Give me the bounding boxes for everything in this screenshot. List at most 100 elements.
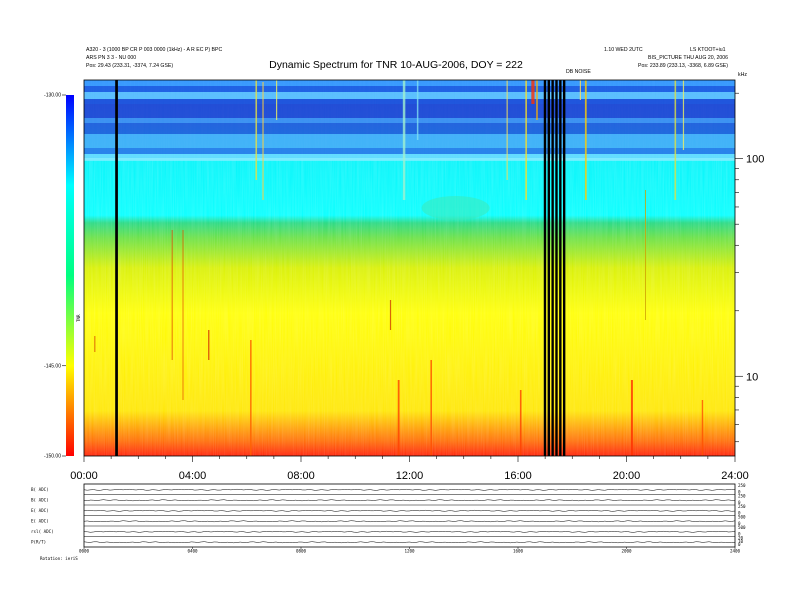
bottom-label: Rotation: ieriS	[40, 556, 78, 561]
stack-panel-right-tick: 250	[738, 483, 746, 488]
spectrogram-burst	[208, 330, 210, 360]
spectrogram-burst	[182, 230, 184, 400]
time-tick-label: 08:00	[287, 470, 315, 482]
stack-panel-right-tick: 0	[738, 542, 741, 547]
spectrogram-burst	[421, 196, 490, 220]
stack-panel-label: rsl( ADC)	[31, 529, 54, 534]
colorbar-ticks: -130.00 -145.00 -150.00	[44, 93, 66, 460]
stack-panel-right-tick: 500	[738, 525, 746, 530]
spectrogram-burst	[416, 80, 419, 140]
header-right-line2: LS KTOOT+iu1	[690, 47, 726, 53]
data-gaps	[115, 80, 566, 456]
spectrogram-band	[84, 80, 735, 86]
spectrogram-burst	[402, 80, 406, 200]
spectrogram-burst	[275, 80, 278, 120]
spectrogram-bands	[84, 80, 735, 161]
spectrogram-band	[84, 99, 735, 104]
stack-time-tick-label: 0400	[187, 549, 198, 554]
spectrogram-burst	[94, 336, 96, 352]
spectrogram-band	[84, 158, 735, 161]
time-tick-label: 20:00	[613, 470, 641, 482]
stack-panel-right-tick: 0	[738, 532, 741, 537]
header-left-line2: ARS PN 3 3 - NU 000	[86, 55, 137, 61]
spectrogram-burst	[584, 80, 587, 200]
stack-panel-right-tick: 0	[738, 500, 741, 505]
time-axis: 00:00 04:00 08:00 12:00 16:00 20:00 24:00	[70, 456, 749, 482]
header-left-line1: A320 - 3 (1000 BP CR P 003 0000 (1kHz) -…	[86, 47, 223, 53]
data-gap	[547, 80, 550, 456]
spectrogram-burst	[682, 80, 685, 150]
spectrogram-band	[84, 148, 735, 154]
data-gap	[115, 80, 118, 456]
spectrogram-burst	[630, 380, 633, 456]
stack-panel-right-tick: 10	[738, 539, 744, 544]
data-gap	[559, 80, 562, 456]
chart-title: Dynamic Spectrum for TNR 10-AUG-2006, DO…	[269, 59, 523, 71]
spectrogram-burst	[397, 380, 400, 456]
spectrogram-band	[84, 92, 735, 99]
time-tick-label: 24:00	[721, 470, 749, 482]
data-gap	[555, 80, 558, 456]
spectrogram-burst	[506, 80, 508, 180]
header-right-line4: Pos: 233.89 (233.13, -3368, 6.89 GSE)	[638, 63, 728, 69]
frequency-tick-label: 10	[746, 371, 758, 383]
header-left-line3: Pos: 29.43 (233.31, -3374, 7.24 GSE)	[86, 63, 174, 69]
spectrogram-band	[84, 123, 735, 134]
header-right-line3: BIS_PICTURE THU AUG 20, 2006	[648, 55, 729, 61]
stack-time-tick-label: 0800	[296, 549, 307, 554]
colorbar-tick-label: -130.00	[44, 93, 61, 99]
stack-panel-right-tick: 0	[738, 490, 741, 495]
spectrogram-burst	[579, 80, 581, 100]
stack-time-tick-label: 1600	[513, 549, 524, 554]
spectrogram-burst	[389, 300, 392, 330]
stack-panel-trace	[83, 530, 736, 533]
gap-label: DB NOISE	[566, 69, 591, 75]
stack-panel-trace	[83, 541, 736, 544]
spectrogram-band	[84, 104, 735, 118]
frequency-axis: 10 100	[735, 92, 764, 443]
spectrogram-burst	[536, 80, 538, 120]
colorbar-tick-label: -145.00	[44, 363, 61, 369]
stack-panel-right-tick: 0	[738, 511, 741, 516]
stack-panel-trace	[83, 509, 736, 512]
stack-panel-right-tick: 250	[738, 494, 746, 499]
stack-panel-right-tick: 20	[738, 536, 744, 541]
stack-panel-label: B( ADC)	[31, 487, 49, 492]
header-right-line1: 1.10 WED 2UTC	[604, 47, 643, 53]
stack-time-tick-label: 1200	[404, 549, 415, 554]
colorbar-tick-label: -150.00	[44, 454, 61, 460]
data-gap	[543, 80, 547, 456]
spectrogram-burst	[519, 390, 522, 456]
stack-time-tick-label: 2000	[621, 549, 632, 554]
spectrogram-features	[94, 80, 704, 456]
time-tick-label: 04:00	[179, 470, 207, 482]
data-gap	[562, 80, 566, 456]
stack-time-tick-label: 2400	[730, 549, 741, 554]
stack-panel-right-tick: 0	[738, 521, 741, 526]
spectrogram-band	[84, 86, 735, 92]
colorbar	[66, 95, 74, 456]
spectrogram-burst	[531, 80, 535, 104]
spectrogram-burst	[525, 80, 527, 200]
spectrogram-band	[84, 118, 735, 123]
stack-panel-trace	[83, 488, 736, 491]
stack-time-tick-label: 0000	[79, 549, 90, 554]
spectrogram-burst	[644, 190, 646, 320]
data-gap	[551, 80, 554, 456]
stack-panel-label: E( ADC)	[31, 508, 49, 513]
time-tick-label: 12:00	[396, 470, 424, 482]
time-tick-label: 00:00	[70, 470, 98, 482]
spectrogram-burst	[674, 80, 677, 200]
spectrogram-burst	[701, 400, 704, 456]
spectrogram-band	[84, 134, 735, 148]
spectrogram-burst	[262, 82, 264, 200]
stack-panel-label: B( ADC)	[31, 497, 49, 502]
stack-panel-right-tick: 500	[738, 515, 746, 520]
frequency-tick-label: 100	[746, 154, 764, 166]
stack-panel-trace	[83, 520, 736, 523]
spectrogram-burst	[430, 360, 432, 456]
spectrogram-burst	[250, 340, 252, 456]
frequency-unit-label: kHz	[738, 72, 747, 78]
